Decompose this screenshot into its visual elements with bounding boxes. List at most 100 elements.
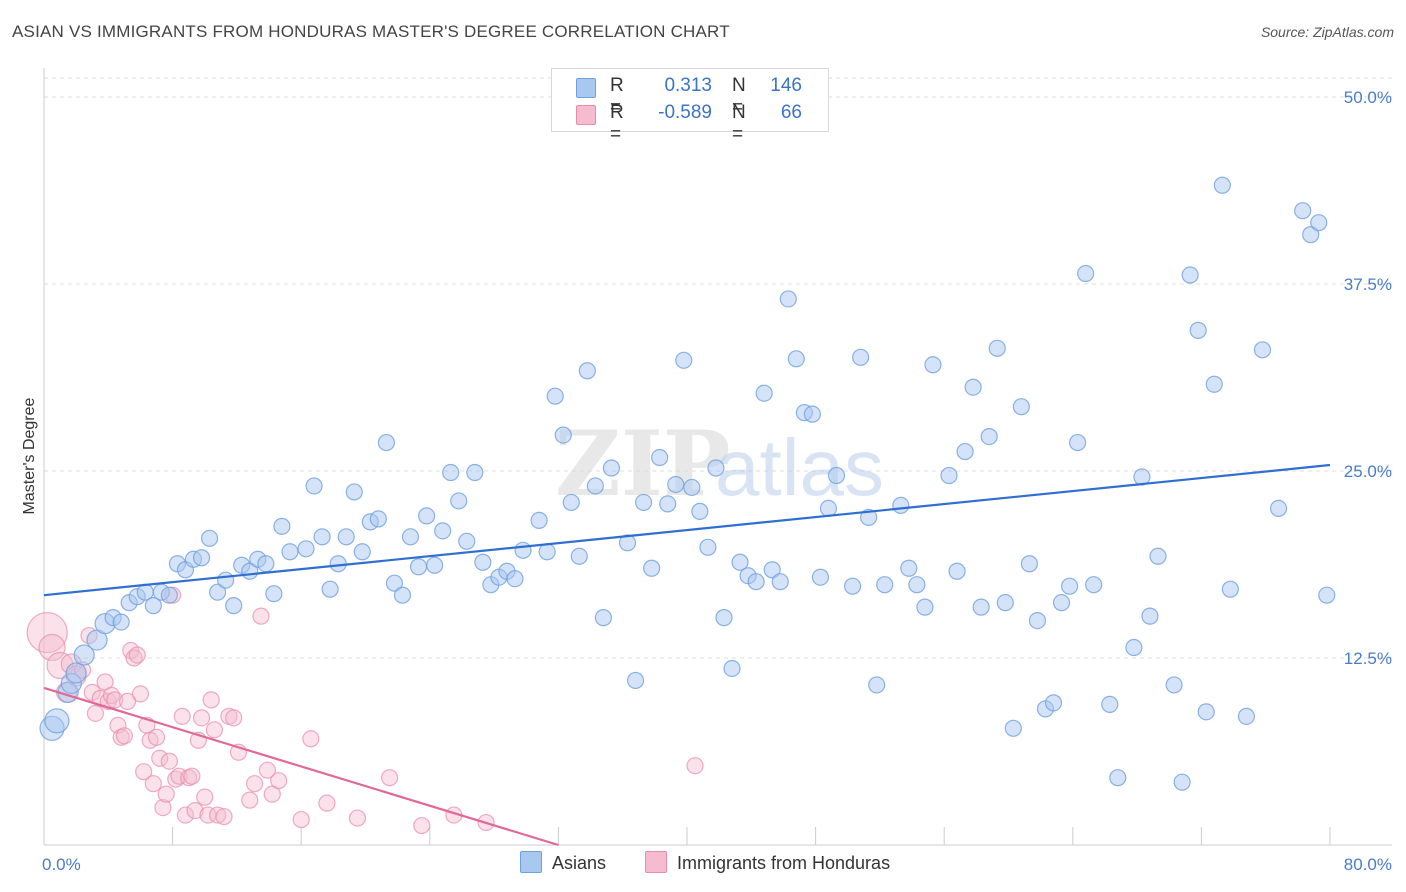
point-asian: [683, 478, 701, 497]
point-asian: [787, 350, 805, 368]
point-asian: [1141, 607, 1159, 625]
point-honduras: [202, 691, 220, 709]
point-honduras: [144, 775, 162, 793]
point-asian: [1077, 264, 1095, 283]
point-honduras: [196, 788, 214, 806]
stats-n-value: 146: [770, 75, 802, 96]
point-asian: [337, 528, 355, 546]
legend-item-honduras[interactable]: Immigrants from Honduras: [645, 851, 890, 874]
point-asian: [715, 609, 733, 627]
point-honduras: [318, 794, 336, 812]
point-asian: [972, 598, 990, 616]
tick-labels: 50.0% 37.5% 25.0% 12.5% 0.0% 80.0%: [42, 88, 1392, 874]
point-asian: [377, 433, 395, 452]
point-honduras: [413, 816, 431, 835]
point-asian: [546, 387, 564, 405]
point-asian: [297, 540, 315, 558]
point-honduras: [186, 801, 204, 820]
point-asian: [192, 549, 211, 567]
point-honduras: [173, 707, 191, 725]
point-asian: [892, 496, 910, 515]
point-asian: [417, 507, 436, 525]
point-asian: [1294, 202, 1312, 220]
point-honduras: [258, 761, 277, 779]
point-asian: [651, 448, 669, 467]
point-asian: [393, 586, 412, 604]
point-asian: [819, 499, 838, 517]
point-asian: [868, 676, 886, 694]
point-asian: [586, 477, 604, 495]
point-honduras: [154, 798, 172, 817]
point-honduras: [151, 749, 169, 767]
point-honduras: [86, 704, 105, 722]
point-asian: [112, 613, 130, 631]
point-asian: [675, 351, 693, 369]
point-honduras: [26, 611, 68, 654]
point-asian: [265, 585, 283, 603]
point-asian: [843, 577, 862, 595]
point-honduras: [147, 728, 166, 746]
axes: [43, 68, 1392, 846]
point-asian: [1101, 695, 1119, 713]
x-tick-label-min: 0.0%: [42, 855, 81, 874]
point-asian: [313, 528, 331, 546]
stats-n-label: N =: [732, 102, 746, 145]
point-asian: [217, 571, 235, 589]
point-asian: [1189, 321, 1207, 339]
point-asian: [755, 384, 773, 402]
chart-title: ASIAN VS IMMIGRANTS FROM HONDURAS MASTER…: [12, 22, 730, 41]
point-asian: [699, 538, 717, 556]
point-asian: [908, 576, 926, 594]
point-asian: [273, 517, 291, 535]
point-asian: [852, 348, 870, 366]
point-asian: [369, 510, 387, 528]
point-asian: [401, 528, 420, 546]
point-honduras: [115, 727, 133, 745]
point-honduras: [348, 809, 367, 827]
point-asian: [73, 644, 95, 666]
point-asian: [506, 570, 524, 588]
legend-label-honduras: Immigrants from Honduras: [677, 853, 891, 873]
point-asian: [827, 466, 846, 485]
point-asian: [426, 556, 444, 574]
stats-n-value: 66: [780, 102, 802, 123]
point-honduras: [686, 757, 704, 775]
point-asian: [594, 609, 613, 627]
point-asian: [707, 459, 725, 477]
point-honduras: [176, 806, 195, 824]
point-honduras: [215, 807, 233, 826]
y-tick-label: 37.5%: [1344, 275, 1392, 294]
point-asian: [860, 508, 878, 526]
point-asian: [618, 534, 637, 552]
point-asian: [225, 597, 243, 615]
point-asian: [964, 378, 982, 396]
watermark-atlas: atlas: [715, 423, 884, 512]
point-asian: [345, 483, 363, 501]
point-honduras: [245, 775, 264, 793]
trend-line-asian: [43, 463, 1331, 597]
point-asian: [1020, 555, 1038, 573]
point-asian: [723, 659, 741, 678]
point-honduras: [125, 649, 143, 667]
point-honduras: [106, 691, 124, 709]
point-asian: [44, 708, 70, 734]
point-asian: [691, 502, 709, 520]
point-asian: [321, 580, 339, 598]
point-asian: [65, 662, 87, 684]
point-asian: [900, 559, 918, 577]
point-asian: [160, 586, 178, 604]
point-asian: [1310, 214, 1328, 232]
point-asian: [458, 532, 476, 550]
point-honduras: [128, 646, 146, 664]
stats-box: R = 0.313 N = 146 R = -0.589 N = 66: [551, 68, 829, 145]
point-asian: [1125, 638, 1143, 657]
legend-item-asian[interactable]: Asians: [520, 851, 606, 874]
y-tick-label: 50.0%: [1344, 88, 1392, 107]
point-asian: [1165, 676, 1183, 694]
point-asian: [1004, 719, 1022, 737]
point-asian: [940, 466, 958, 485]
stats-swatch-asian: [576, 78, 596, 98]
series-asian-points: [39, 176, 1336, 791]
point-asian: [530, 511, 548, 529]
